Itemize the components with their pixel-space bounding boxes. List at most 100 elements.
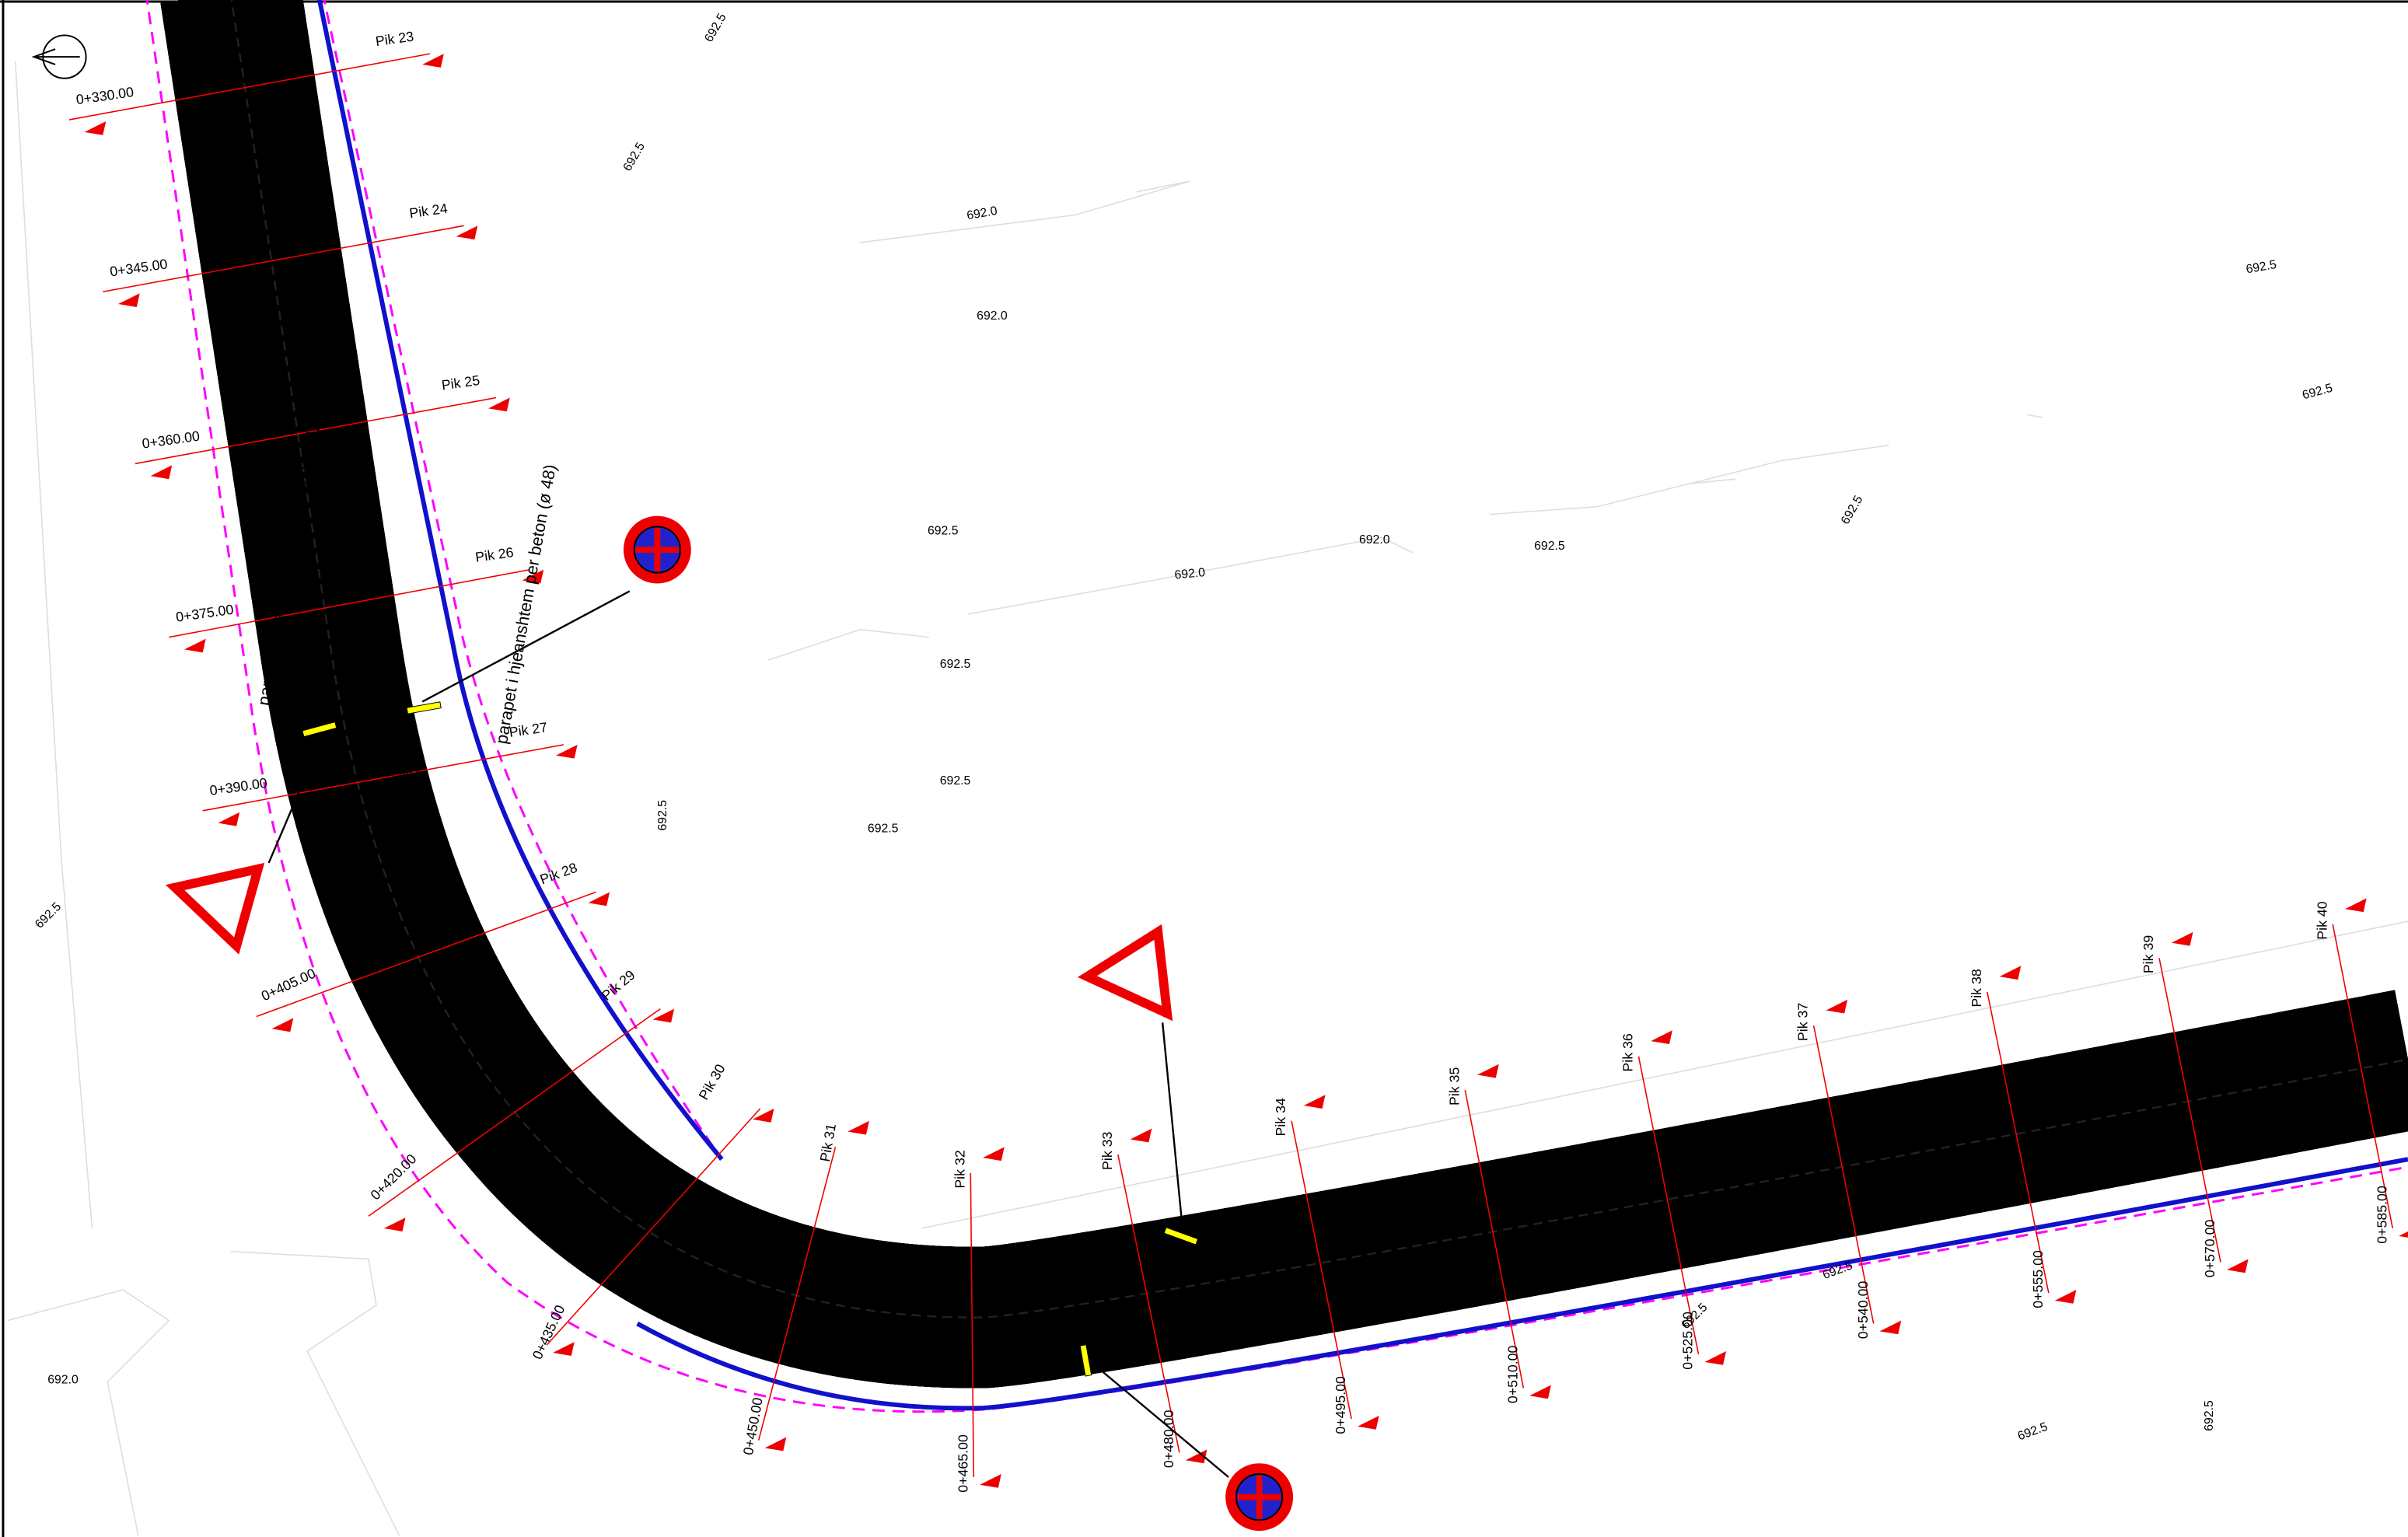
- elevation-label: 692.0: [1359, 533, 1390, 547]
- section-line: [135, 396, 497, 465]
- terrain-lines: [7, 61, 2408, 1536]
- section-marker: [553, 1342, 575, 1356]
- sign-cross: [635, 528, 680, 571]
- section-marker: [271, 1018, 294, 1032]
- road: [145, 0, 2408, 1413]
- terrain: [7, 1289, 170, 1536]
- pole: [302, 721, 337, 738]
- profile-label: Pik 39: [2141, 935, 2156, 973]
- magenta-boundary: [145, 0, 2408, 1413]
- no-parking-sign: [1225, 1463, 1294, 1532]
- chainage-label: 0+555.00: [2030, 1250, 2046, 1308]
- leader: [421, 590, 631, 703]
- terrain: [859, 180, 1190, 243]
- profile-label: Pik 40: [2314, 901, 2329, 939]
- elevation-label: 692.5: [928, 524, 959, 537]
- section-line: [1464, 1090, 1525, 1389]
- section-line: [1291, 1120, 1352, 1420]
- chainage-label: 0+570.00: [2202, 1220, 2218, 1278]
- chainage-label: 0+525.00: [1680, 1312, 1696, 1370]
- section-line: [1987, 991, 2050, 1294]
- terrain: [1689, 414, 2043, 484]
- section-marker: [1704, 1351, 1727, 1365]
- section-marker: [1651, 1030, 1672, 1045]
- chainage-label: 0+480.00: [1161, 1409, 1176, 1468]
- section-marker: [2054, 1290, 2077, 1304]
- sign-cross: [1237, 1475, 1281, 1519]
- section-marker: [522, 569, 544, 584]
- pole: [1163, 1227, 1199, 1245]
- section-marker: [456, 225, 478, 240]
- section-line: [256, 891, 596, 1018]
- section-marker: [652, 1008, 675, 1023]
- leader: [1086, 1357, 1229, 1478]
- section-marker: [118, 293, 140, 308]
- elevation-label: 692.5: [868, 822, 899, 835]
- section-line: [169, 568, 530, 638]
- leaders: [267, 590, 1229, 1478]
- give-way-sign: [166, 862, 265, 955]
- elevation-label: 692.0: [47, 1373, 79, 1386]
- section-marker: [588, 892, 610, 906]
- section-marker: [980, 1474, 1001, 1488]
- section-line: [970, 1172, 975, 1477]
- give-way-sign: [1077, 924, 1173, 1022]
- north-pointer: [31, 48, 80, 65]
- section-line: [103, 225, 464, 293]
- section-marker: [983, 1147, 1005, 1161]
- leader: [267, 736, 323, 864]
- section-marker: [752, 1108, 774, 1123]
- chainage-label: 0+510.00: [1505, 1345, 1520, 1403]
- elevation-label: 692.5: [1534, 540, 1565, 553]
- chainage-label: 0+540.00: [1855, 1281, 1871, 1340]
- poles: [302, 701, 1199, 1377]
- guardrail: [316, 0, 724, 1161]
- section-marker: [422, 54, 444, 68]
- section-line: [368, 1008, 661, 1217]
- section-marker: [848, 1120, 869, 1135]
- section-marker: [2345, 898, 2367, 913]
- chainage-label: 0+585.00: [2374, 1186, 2389, 1244]
- section-marker: [150, 465, 173, 480]
- profile-label: Pik 36: [1620, 1033, 1636, 1071]
- pole: [1079, 1344, 1092, 1377]
- profile-label: Pik 35: [1446, 1067, 1462, 1106]
- chainage-label: 0+465.00: [955, 1434, 970, 1493]
- section-line: [2332, 924, 2394, 1229]
- section-marker: [555, 744, 578, 759]
- section-marker: [488, 397, 510, 412]
- profile-label: Pik 38: [1969, 969, 1984, 1007]
- section-marker: [1529, 1385, 1551, 1399]
- section-marker: [2226, 1259, 2249, 1273]
- section-line: [1812, 1025, 1875, 1324]
- no-parking-signs: [623, 515, 1294, 1532]
- terrain: [230, 1250, 400, 1536]
- section-line: [1117, 1154, 1180, 1453]
- profile-label: Pik 33: [1099, 1131, 1115, 1169]
- leader: [1161, 1022, 1184, 1229]
- section-marker: [184, 638, 206, 653]
- section-line: [2158, 958, 2221, 1263]
- pole: [406, 701, 442, 714]
- center-line: [230, 0, 2408, 1319]
- section-marker: [764, 1437, 787, 1451]
- section-marker: [383, 1217, 406, 1231]
- magenta-boundary: [323, 0, 723, 1160]
- cross-sections: [68, 53, 2408, 1488]
- section-line: [546, 1108, 761, 1346]
- elevation-label: 692.0: [1174, 566, 1206, 582]
- elevation-label: 692.5: [391, 768, 424, 787]
- elevation-label: 692.0: [977, 309, 1008, 323]
- section-marker: [84, 121, 107, 135]
- section-marker: [1303, 1095, 1326, 1109]
- terrain: [14, 61, 93, 1229]
- no-parking-sign: [623, 515, 691, 584]
- elevation-label: 692.5: [656, 800, 669, 831]
- elevation-label: 692.0: [966, 204, 998, 223]
- terrain: [767, 628, 930, 662]
- section-marker: [1477, 1064, 1499, 1078]
- profile-label: Pik 32: [952, 1150, 967, 1188]
